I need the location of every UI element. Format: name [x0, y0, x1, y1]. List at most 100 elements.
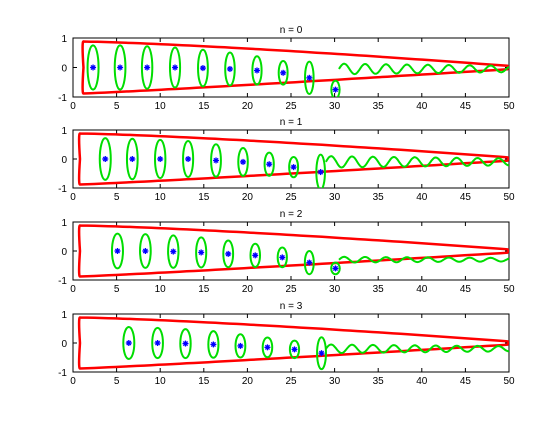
star-stroke — [142, 248, 148, 254]
star-stroke — [306, 260, 312, 266]
x-tick-label: 0 — [70, 284, 76, 295]
star-stroke — [126, 340, 132, 346]
y-tick-label: 0 — [61, 247, 67, 258]
x-tick-label: 45 — [460, 192, 472, 203]
mode-ellipse — [263, 151, 275, 177]
center-star-marker — [198, 249, 205, 256]
star-stroke — [240, 159, 246, 165]
axes-frame — [72, 221, 510, 281]
y-tick-label: 1 — [61, 218, 67, 229]
x-tick-label: 5 — [114, 192, 120, 203]
mode-ellipse — [113, 44, 127, 91]
mode-ellipse — [167, 234, 180, 269]
center-star-marker — [125, 340, 132, 346]
x-tick-label: 10 — [155, 192, 167, 203]
mode-ellipse — [276, 246, 288, 269]
center-star-marker — [332, 86, 339, 93]
x-tick-label: 30 — [329, 376, 341, 387]
x-tick-label: 10 — [155, 376, 167, 387]
y-tick-label: 0 — [61, 64, 67, 75]
wave-curve — [325, 343, 509, 355]
mode-ellipse — [179, 328, 192, 360]
star-stroke — [182, 341, 189, 347]
star-stroke — [332, 265, 339, 271]
x-tick-label: 25 — [285, 284, 297, 295]
star-stroke — [254, 67, 260, 74]
center-star-marker — [154, 340, 161, 346]
x-tick-label: 40 — [416, 284, 428, 295]
mode-ellipse — [125, 137, 139, 181]
center-star-marker — [226, 65, 233, 72]
x-tick-label: 20 — [242, 376, 254, 387]
center-star-marker — [90, 64, 97, 71]
mode-ellipse — [154, 138, 167, 180]
x-tick-label: 20 — [242, 101, 254, 112]
center-star-marker — [225, 250, 232, 257]
x-tick-label: 15 — [198, 192, 210, 203]
x-tick-label: 25 — [285, 376, 297, 387]
mode-ellipse — [304, 60, 315, 96]
center-star-marker — [129, 156, 136, 162]
mode-ellipse — [151, 326, 164, 360]
x-tick-label: 15 — [198, 101, 210, 112]
y-tick-label: 1 — [61, 34, 67, 45]
star-stroke — [102, 156, 108, 162]
y-tick-label: -1 — [58, 184, 67, 195]
star-stroke — [252, 252, 258, 258]
mode-ellipse — [237, 146, 249, 177]
mode-ellipse — [140, 45, 154, 90]
center-star-marker — [157, 156, 164, 162]
center-star-marker — [142, 248, 149, 254]
x-tick-label: 0 — [70, 192, 76, 203]
mode-ellipse — [316, 336, 327, 371]
star-stroke — [157, 156, 163, 162]
center-star-marker — [114, 248, 121, 254]
subplot-title: n = 1 — [280, 117, 303, 128]
star-stroke — [185, 156, 191, 162]
y-tick-label: 0 — [61, 155, 67, 166]
mode-ellipse — [207, 330, 220, 359]
wave-curve — [338, 62, 509, 76]
center-star-marker — [144, 64, 151, 71]
center-star-marker — [280, 69, 287, 76]
center-star-marker — [264, 344, 271, 351]
star-stroke — [90, 64, 96, 71]
x-tick-label: 35 — [373, 101, 385, 112]
center-star-marker — [252, 252, 259, 259]
x-tick-label: 45 — [460, 284, 472, 295]
plot-area — [77, 132, 509, 188]
x-tick-label: 50 — [503, 192, 515, 203]
x-tick-label: 30 — [329, 192, 341, 203]
mode-ellipse — [224, 51, 236, 87]
star-stroke — [291, 346, 298, 352]
mode-ellipse — [277, 60, 289, 86]
star-stroke — [213, 157, 219, 164]
mode-ellipse — [261, 336, 274, 359]
subplot-title: n = 2 — [280, 209, 303, 220]
x-tick-label: 20 — [242, 192, 254, 203]
star-stroke — [227, 66, 233, 72]
mode-ellipse — [122, 326, 136, 360]
mode-ellipse — [110, 232, 124, 270]
star-stroke — [237, 343, 243, 349]
center-star-marker — [117, 64, 124, 71]
envelope-curve — [77, 224, 509, 278]
y-tick-label: -1 — [58, 368, 67, 379]
x-tick-label: 0 — [70, 376, 76, 387]
mode-ellipse — [168, 46, 182, 89]
center-star-marker — [306, 74, 313, 81]
mode-ellipse — [303, 250, 315, 276]
star-stroke — [117, 64, 123, 71]
x-tick-label: 50 — [503, 376, 515, 387]
star-stroke — [264, 344, 271, 350]
star-stroke — [170, 249, 176, 255]
mode-ellipse — [222, 239, 235, 269]
mode-ellipse — [315, 153, 326, 188]
mode-ellipse — [139, 233, 152, 269]
mode-ellipse — [197, 48, 209, 88]
envelope-curve — [77, 316, 509, 370]
wave-curve — [325, 155, 509, 169]
mode-ellipse — [330, 261, 341, 276]
